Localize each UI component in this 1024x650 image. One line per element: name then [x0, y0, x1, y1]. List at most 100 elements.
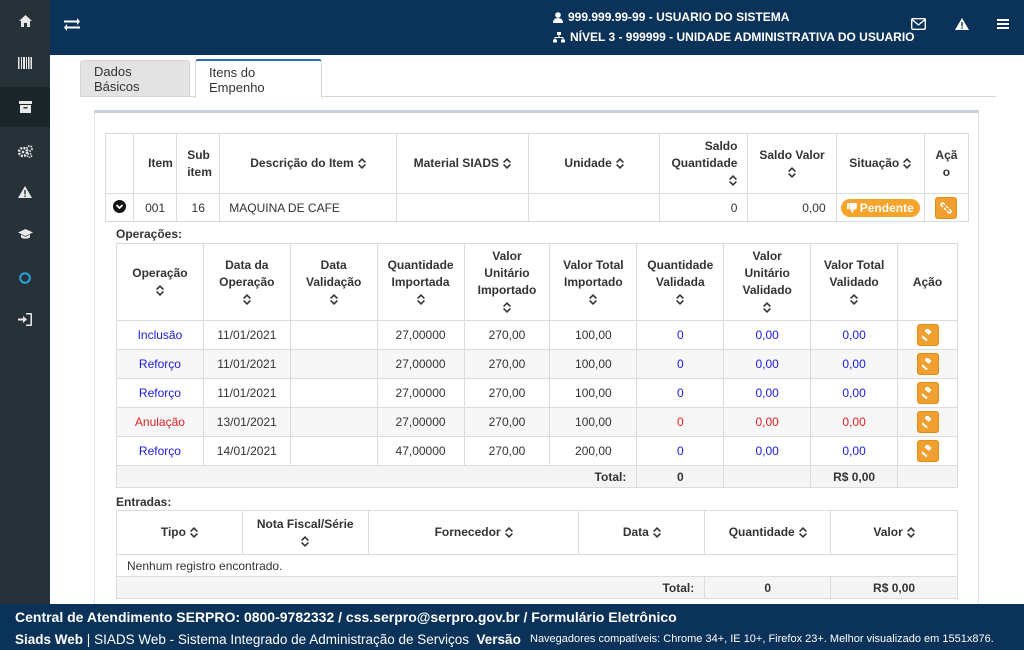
total-label: Total: [115, 465, 638, 488]
col-header-saldo-valor[interactable]: Saldo Valor [747, 133, 837, 194]
support-line: Central de Atendimento SERPRO: 0800-9782… [15, 609, 677, 625]
cell-qtd-val: 0 [636, 320, 725, 350]
sidebar-item-archive[interactable] [0, 87, 50, 127]
header-label: Data Validação [305, 257, 362, 289]
sidebar-item-logout[interactable] [0, 299, 50, 339]
tab-label: Itens do Empenho [209, 64, 265, 95]
header-label: Material SIADS [413, 156, 499, 170]
col-header-unidade[interactable]: Unidade [527, 133, 661, 194]
col-header-descricao[interactable]: Descrição do Item [219, 133, 397, 194]
cell-vt-val: 0,00 [810, 436, 899, 466]
unit-info: NÍVEL 3 - 999999 - UNIDADE ADMINISTRATIV… [553, 30, 915, 44]
col-header-data[interactable]: Data [578, 510, 706, 555]
operacoes-body: Inclusão 11/01/2021 27,00000 270,00 100,00 0 0… [116, 320, 958, 466]
cell-qtd-val: 0 [636, 407, 725, 437]
col-header-vu-validado[interactable]: Valor Unitário Validado [723, 243, 812, 321]
envelope-icon[interactable] [910, 17, 927, 33]
cell-data-op: 14/01/2021 [202, 436, 291, 466]
col-header-saldo-qtd[interactable]: Saldo Quantidade [659, 133, 749, 194]
gavel-icon [921, 387, 931, 399]
operacoes-header-row: Operação Data da Operação Data Validação… [116, 243, 958, 321]
cell-subitem: 16 [176, 193, 221, 222]
sidebar-item-alerts[interactable] [0, 172, 50, 212]
tab-dados-basicos[interactable]: Dados Básicos [80, 60, 190, 96]
sort-icon [652, 527, 661, 539]
cell-qtd-imp: 27,00000 [376, 320, 465, 350]
cell-qtd-val: 0 [636, 349, 725, 379]
header-label: Valor [873, 525, 903, 539]
table-row: Reforço 14/01/2021 47,00000 270,00 200,00 0 0,… [116, 436, 958, 466]
col-header-fornecedor[interactable]: Fornecedor [367, 510, 580, 555]
validate-button[interactable] [916, 440, 939, 462]
barcode-icon [18, 57, 32, 69]
sidebar-item-home[interactable] [0, 1, 50, 41]
user-info: 999.999.99-99 - USUARIO DO SISTEMA [553, 10, 789, 24]
col-header-vt-importado[interactable]: Valor Total Importado [549, 243, 638, 321]
col-header-valor[interactable]: Valor [830, 510, 958, 555]
cell-acao [897, 378, 958, 408]
sort-icon [504, 527, 513, 539]
cell-vt-imp: 100,00 [549, 320, 638, 350]
operacoes-total-row: Total: 0 R$ 0,00 [115, 465, 958, 488]
toggle-menu-icon[interactable] [64, 18, 80, 35]
col-header-qtd-validada[interactable]: Quantidade Validada [636, 243, 725, 321]
col-header-data-validacao[interactable]: Data Validação [289, 243, 378, 321]
col-header-data-operacao[interactable]: Data da Operação [202, 243, 291, 321]
cell-vt-imp: 100,00 [549, 349, 638, 379]
validate-button[interactable] [916, 324, 939, 346]
validate-button[interactable] [916, 382, 939, 404]
sidebar-item-barcode[interactable] [0, 43, 50, 83]
app-name: Siads Web [15, 632, 84, 647]
cell-data-val [289, 378, 378, 408]
sort-icon [903, 158, 912, 170]
total-valor: R$ 0,00 [830, 576, 958, 599]
tab-itens-do-empenho[interactable]: Itens do Empenho [195, 59, 322, 98]
cell-qtd-imp: 47,00000 [376, 436, 465, 466]
cell-acao [897, 320, 958, 350]
cell-qtd-val: 0 [636, 436, 725, 466]
cell-vt-val: 0,00 [810, 378, 899, 408]
expand-cell[interactable] [104, 193, 135, 222]
col-header-qtd-importada[interactable]: Quantidade Importada [376, 243, 465, 321]
sidebar-item-circle[interactable] [0, 258, 50, 298]
total-quantidade: 0 [704, 576, 832, 599]
col-header-subitem[interactable]: Sub item [176, 133, 221, 194]
sort-icon [416, 293, 425, 305]
gavel-icon [921, 445, 931, 457]
cell-operacao: Reforço [116, 378, 204, 408]
cell-vt-imp: 100,00 [549, 378, 638, 408]
sidebar-item-training[interactable] [0, 214, 50, 254]
hamburger-menu-icon[interactable] [997, 18, 1009, 33]
sort-icon [502, 302, 511, 314]
cell-vu-val: 0,00 [723, 407, 812, 437]
cell-qtd-val: 0 [636, 378, 725, 408]
cell-qtd-imp: 27,00000 [376, 349, 465, 379]
cell-acao [897, 407, 958, 437]
unlink-button[interactable] [935, 196, 958, 219]
cell-vu-imp: 270,00 [463, 436, 551, 466]
col-header-quantidade[interactable]: Quantidade [704, 510, 832, 555]
col-header-vt-validado[interactable]: Valor Total Validado [810, 243, 899, 321]
validate-button[interactable] [916, 353, 939, 375]
sidebar-item-settings[interactable] [0, 131, 50, 171]
col-header-item[interactable]: Item [133, 133, 178, 194]
header-label: Quantidade Importada [387, 257, 454, 289]
alert-icon[interactable] [955, 18, 969, 33]
validate-button[interactable] [916, 411, 939, 433]
archive-icon [18, 101, 32, 113]
col-header-nota-fiscal[interactable]: Nota Fiscal/Série [241, 510, 369, 555]
cell-data-val [289, 320, 378, 350]
col-header-material[interactable]: Material SIADS [395, 133, 529, 194]
col-header-vu-importado[interactable]: Valor Unitário Importado [463, 243, 551, 321]
gavel-icon [921, 329, 931, 341]
cell-vu-val: 0,00 [723, 436, 812, 466]
col-header-tipo[interactable]: Tipo [116, 510, 243, 555]
sort-icon [329, 293, 338, 305]
header-label: Item [148, 156, 173, 170]
header-label: Valor Total Validado [823, 257, 885, 289]
col-header-operacao[interactable]: Operação [116, 243, 204, 321]
col-header-situacao[interactable]: Situação [835, 133, 925, 194]
cell-vt-imp: 200,00 [549, 436, 638, 466]
header-label: Ação [935, 147, 958, 179]
cell-vt-val: 0,00 [810, 407, 899, 437]
